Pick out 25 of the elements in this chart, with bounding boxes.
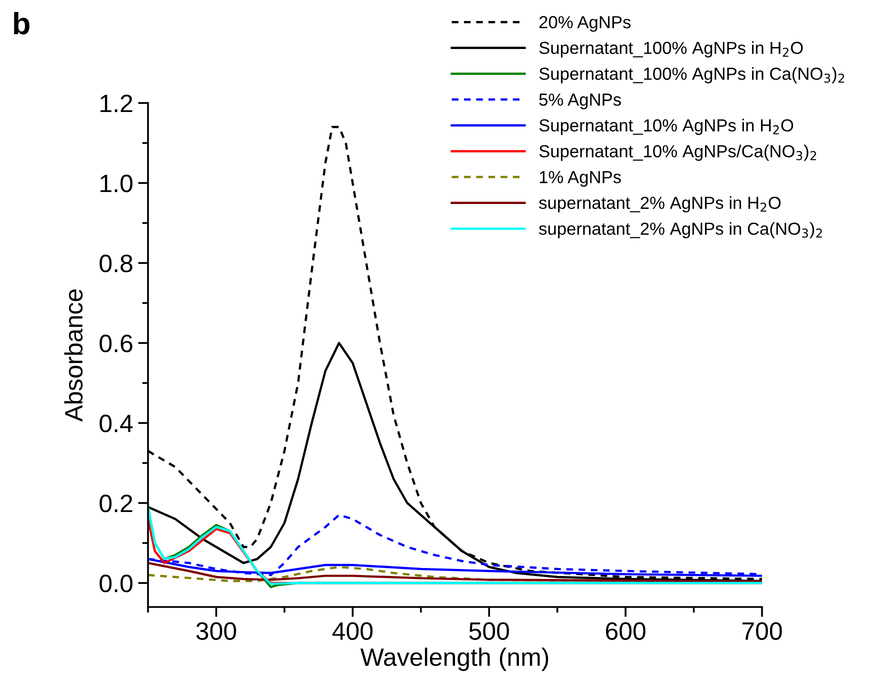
x-tick-label: 600: [606, 622, 646, 640]
x-tick-label: 500: [469, 622, 509, 640]
legend-label: Supernatant_10% AgNPs/Ca(NO$_{3}$)$_{2}$: [539, 144, 816, 161]
line-series: [148, 562, 762, 583]
x-tick-label: 700: [742, 622, 782, 640]
y-tick-label: 0.0: [100, 574, 132, 592]
x-tick-label: 300: [196, 622, 236, 640]
y-tick-label: 0.8: [100, 254, 132, 272]
x-axis-title: Wavelength (nm): [360, 648, 548, 671]
y-tick-label: 1.2: [100, 94, 132, 112]
legend-label: 20% AgNPs: [539, 16, 631, 32]
y-tick-label: 0.4: [100, 414, 133, 432]
y-tick-label: 0.6: [100, 334, 132, 352]
y-tick-label: 1.0: [100, 174, 132, 192]
x-tick-label: 400: [332, 622, 373, 640]
legend-label: Supernatant_10% AgNPs in H$_{2}$O: [539, 118, 794, 135]
legend-label: Supernatant_100% AgNPs in H$_{2}$O: [539, 41, 803, 58]
legend-label: supernatant_2% AgNPs in H$_{2}$O: [539, 196, 781, 212]
text: b: [14, 12, 30, 34]
y-axis-title: Absorbance: [64, 289, 83, 422]
y-tick-label: 0.2: [100, 494, 132, 512]
legend-label: supernatant_2% AgNPs in Ca(NO$_{3}$)$_{2}$: [539, 222, 822, 238]
legend-label: 1% AgNPs: [540, 171, 621, 187]
legend-label: 5% AgNPs: [539, 94, 621, 110]
legend-label: Supernatant_100% AgNPs in Ca(NO$_{3}$)$_{2}$: [539, 67, 844, 84]
